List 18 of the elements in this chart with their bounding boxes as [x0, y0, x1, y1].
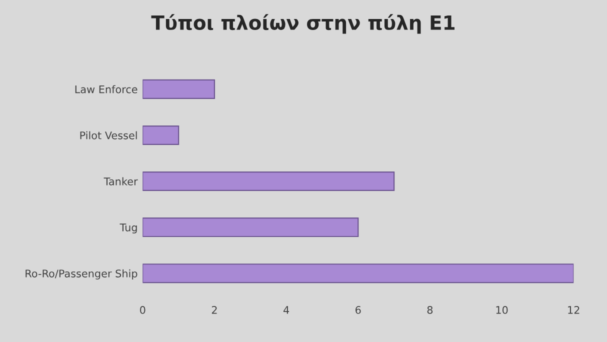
bar: [142, 218, 359, 238]
y-tick-label: Tanker: [104, 177, 138, 186]
bar: [142, 79, 216, 99]
x-tick-label: 8: [427, 306, 433, 314]
x-tick-label: 6: [356, 306, 361, 314]
x-tick-label: 4: [283, 306, 290, 314]
bar: [142, 125, 180, 145]
y-tick-label: Tug: [120, 224, 137, 234]
x-tick-label: 12: [568, 306, 580, 314]
y-tick-label: Law Enforce: [75, 85, 138, 94]
y-tick-label: Ro-Ro/Passenger Ship: [26, 269, 138, 280]
x-tick-label: 2: [212, 306, 217, 314]
x-tick-label: 10: [496, 306, 508, 314]
y-tick-label: Pilot Vessel: [80, 131, 137, 140]
bar: [142, 171, 395, 192]
chart-title: Τύποι πλοίων στην πύλη Ε1: [151, 14, 454, 34]
bar: [142, 264, 574, 284]
x-tick-label: 0: [140, 306, 146, 314]
